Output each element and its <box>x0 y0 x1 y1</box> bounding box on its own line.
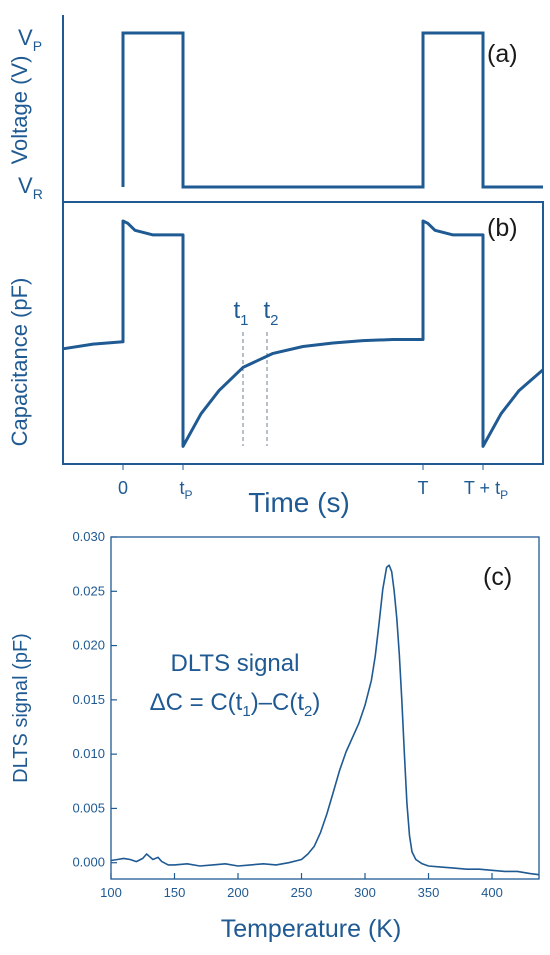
dlts-tick-label: 0.025 <box>72 583 105 598</box>
temperature-tick-label: 150 <box>164 885 186 900</box>
t1-marker-label: t1 <box>233 297 248 329</box>
dlts-tick-label: 0.000 <box>72 855 105 870</box>
panel-a: (a) Voltage (V) VP VR <box>7 15 543 202</box>
panel-c: 100 150 200 250 300 350 400 0.000 0.005 0.010 0.01… <box>10 529 540 943</box>
panel-b-label: (b) <box>487 214 518 242</box>
temperature-tick-label: 350 <box>418 885 440 900</box>
temperature-tick-label: 400 <box>481 885 503 900</box>
time-tick-label: T <box>418 478 429 498</box>
dlts-annotation-line-2: ΔC = C(t1)–C(t2) <box>150 689 321 720</box>
temperature-tick-label: 250 <box>291 885 313 900</box>
vp-tick-label: VP <box>18 25 42 54</box>
panel-b-frame <box>62 201 544 465</box>
time-tick-label: tP <box>179 478 192 502</box>
panel-b: (b) Capacitance (pF) t1 t2 0 tP T T + tP Ti… <box>7 201 544 518</box>
voltage-axis-label: Voltage (V) <box>7 56 32 165</box>
dlts-tick-label: 0.010 <box>72 746 105 761</box>
panel-c-frame <box>110 536 540 880</box>
vr-tick-label: VR <box>18 173 43 202</box>
dlts-tick-label: 0.020 <box>72 638 105 653</box>
time-tick-label: T + tP <box>464 478 508 502</box>
dlts-y-axis-label: DLTS signal (pF) <box>10 633 32 783</box>
temperature-axis-label: Temperature (K) <box>221 915 402 943</box>
dlts-tick-label: 0.015 <box>72 692 105 707</box>
panel-a-label: (a) <box>487 40 518 68</box>
temperature-tick-label: 100 <box>100 885 122 900</box>
dlts-annotation-line-1: DLTS signal <box>171 650 300 677</box>
temperature-tick-label: 300 <box>354 885 376 900</box>
capacitance-axis-label: Capacitance (pF) <box>7 278 32 447</box>
voltage-pulse-line <box>121 31 543 189</box>
capacitance-transient-line <box>62 219 544 448</box>
temperature-tick-label: 200 <box>227 885 249 900</box>
dlts-signal-line <box>110 564 540 876</box>
time-axis-label: Time (s) <box>248 487 350 518</box>
dlts-tick-label: 0.030 <box>72 529 105 544</box>
dlts-tick-label: 0.005 <box>72 800 105 815</box>
panel-c-label: (c) <box>483 563 512 591</box>
t2-marker-label: t2 <box>263 297 278 329</box>
time-tick-label: 0 <box>118 478 128 498</box>
